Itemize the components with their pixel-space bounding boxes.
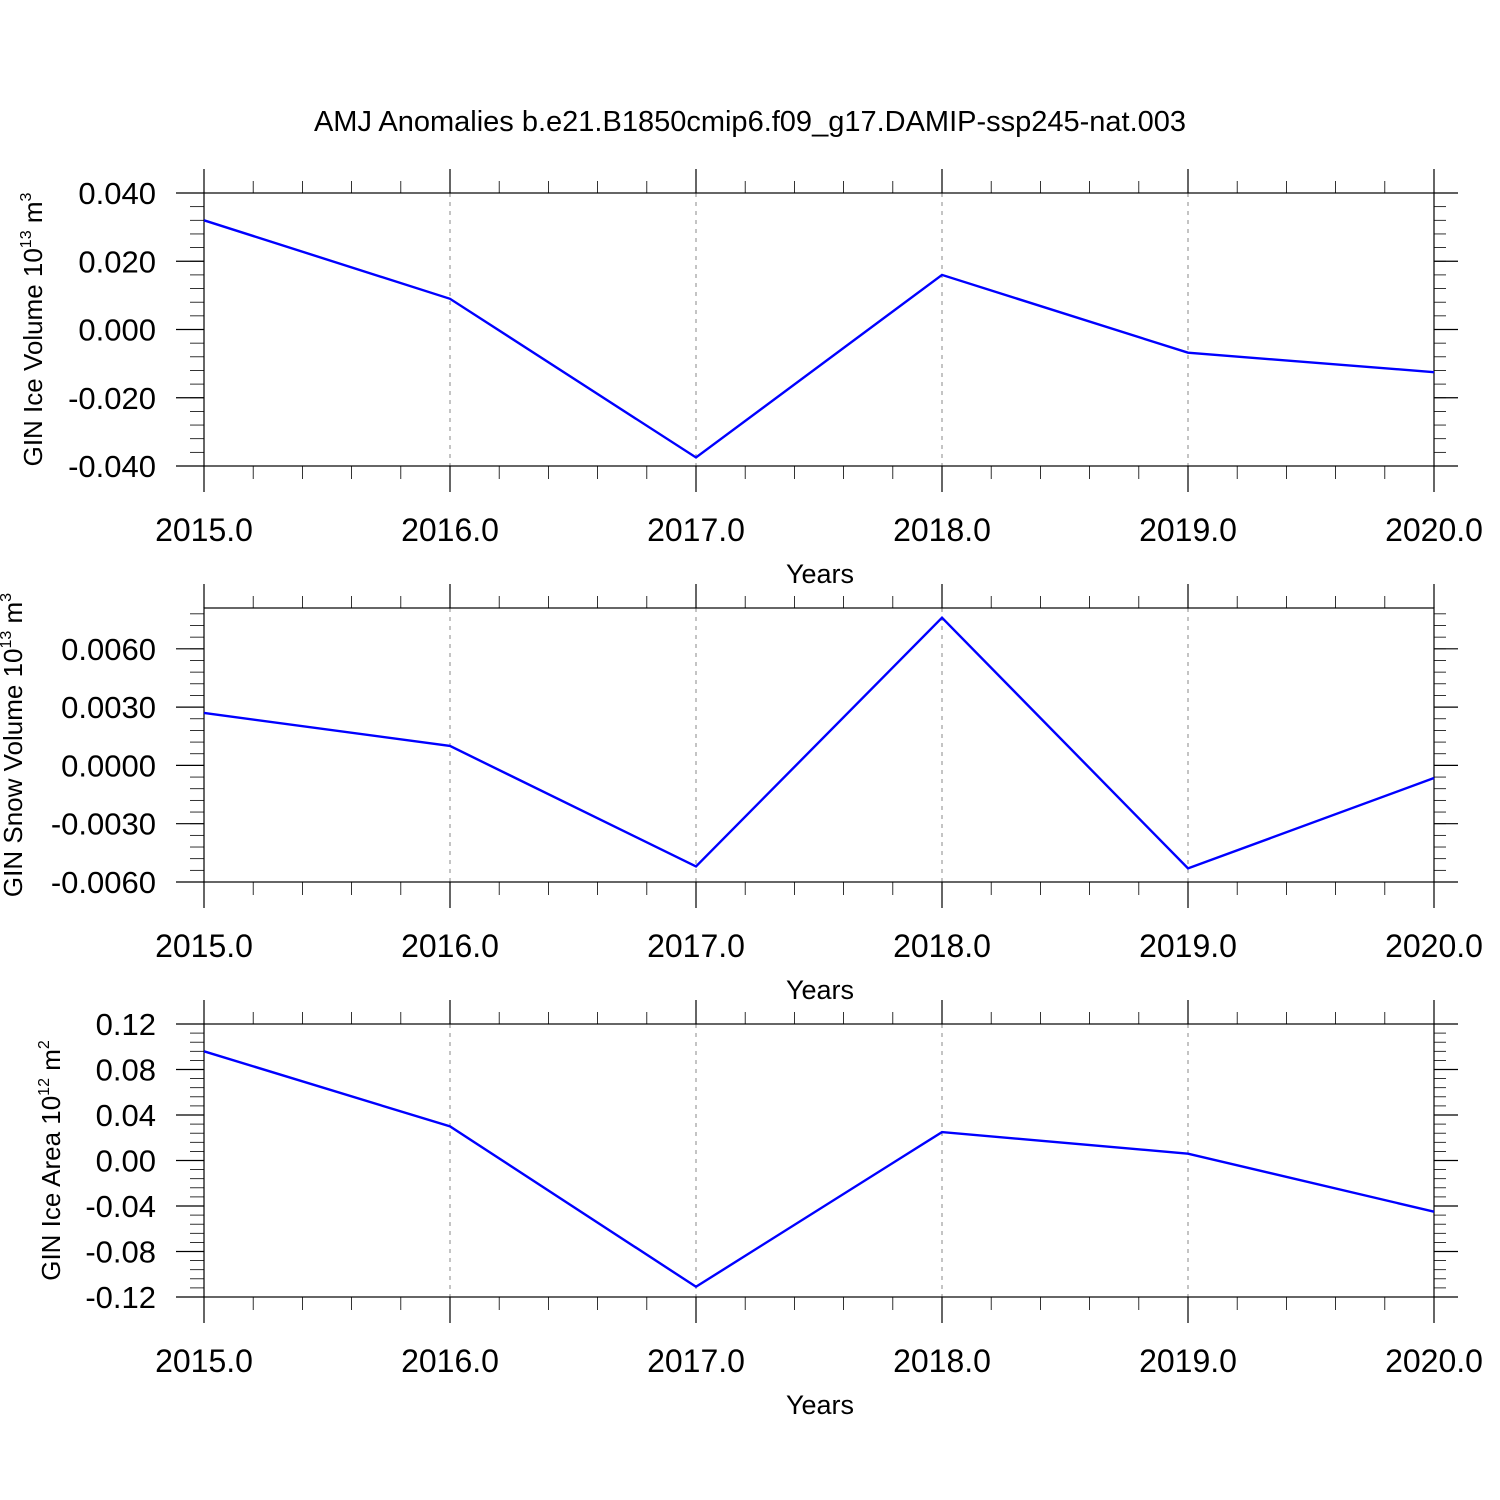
- y-tick-label: 0.020: [78, 244, 156, 279]
- y-tick-label: -0.020: [68, 381, 156, 416]
- x-axis-label: Years: [786, 559, 854, 589]
- series-line: [203, 1050, 1435, 1289]
- chart-panel-1: 0.040 0.020 0.000 -0.020 -0.040 2015.0 2016.0 2…: [18, 169, 1483, 589]
- x-axis-label: Years: [786, 975, 854, 1005]
- x-tick-label: 2015.0: [155, 928, 253, 964]
- y-tick-label: 0.0030: [61, 690, 156, 725]
- x-tick-label: 2017.0: [647, 512, 745, 548]
- x-tick-label: 2017.0: [647, 1343, 745, 1379]
- y-tick-label: -0.12: [85, 1280, 156, 1315]
- x-tick-label: 2016.0: [401, 928, 499, 964]
- plot-frame: [203, 607, 1435, 883]
- y-tick-label: -0.0060: [51, 865, 156, 900]
- x-axis-label: Years: [786, 1390, 854, 1420]
- chart-panel-2: 0.0060 0.0030 0.0000 -0.0030 -0.0060 2015.0 20…: [0, 584, 1483, 1005]
- x-tick-label: 2015.0: [155, 512, 253, 548]
- y-tick-label: 0.040: [78, 176, 156, 211]
- y-axis-label: GIN Ice Volume 1013 m3: [18, 192, 48, 466]
- y-tick-label: 0.00: [96, 1144, 156, 1179]
- y-tick-label: 0.04: [96, 1098, 156, 1133]
- figure-title: AMJ Anomalies b.e21.B1850cmip6.f09_g17.D…: [314, 106, 1186, 138]
- x-tick-label: 2020.0: [1385, 1343, 1483, 1379]
- y-tick-label: 0.08: [96, 1053, 156, 1088]
- y-axis-label: GIN Snow Volume 1013 m3: [0, 593, 28, 897]
- x-tick-label: 2018.0: [893, 928, 991, 964]
- x-tick-label: 2018.0: [893, 1343, 991, 1379]
- x-tick-label: 2020.0: [1385, 512, 1483, 548]
- series-line: [203, 219, 1435, 459]
- x-tick-label: 2018.0: [893, 512, 991, 548]
- x-tick-label: 2020.0: [1385, 928, 1483, 964]
- y-tick-label: -0.0030: [51, 807, 156, 842]
- x-tick-label: 2019.0: [1139, 928, 1237, 964]
- y-tick-label: -0.04: [85, 1189, 156, 1224]
- y-tick-label: 0.000: [78, 313, 156, 348]
- x-tick-label: 2015.0: [155, 1343, 253, 1379]
- x-tick-label: 2019.0: [1139, 512, 1237, 548]
- y-tick-label: 0.12: [96, 1007, 156, 1042]
- y-tick-label: -0.08: [85, 1235, 156, 1270]
- y-tick-label: -0.040: [68, 449, 156, 484]
- y-tick-label: 0.0060: [61, 632, 156, 667]
- x-tick-label: 2017.0: [647, 928, 745, 964]
- plot-frame: [203, 1023, 1435, 1298]
- x-tick-label: 2016.0: [401, 512, 499, 548]
- chart-panels: 0.040 0.020 0.000 -0.020 -0.040 2015.0 2016.0 2…: [0, 169, 1483, 1420]
- series-line: [203, 616, 1435, 870]
- plot-frame: [203, 192, 1435, 467]
- y-tick-label: 0.0000: [61, 748, 156, 783]
- y-axis-label: GIN Ice Area 1012 m2: [36, 1040, 66, 1281]
- x-tick-label: 2019.0: [1139, 1343, 1237, 1379]
- x-tick-label: 2016.0: [401, 1343, 499, 1379]
- chart-panel-3: 0.12 0.08 0.04 0.00 -0.04 -0.08 -0.12 2015.0 201…: [36, 1000, 1483, 1420]
